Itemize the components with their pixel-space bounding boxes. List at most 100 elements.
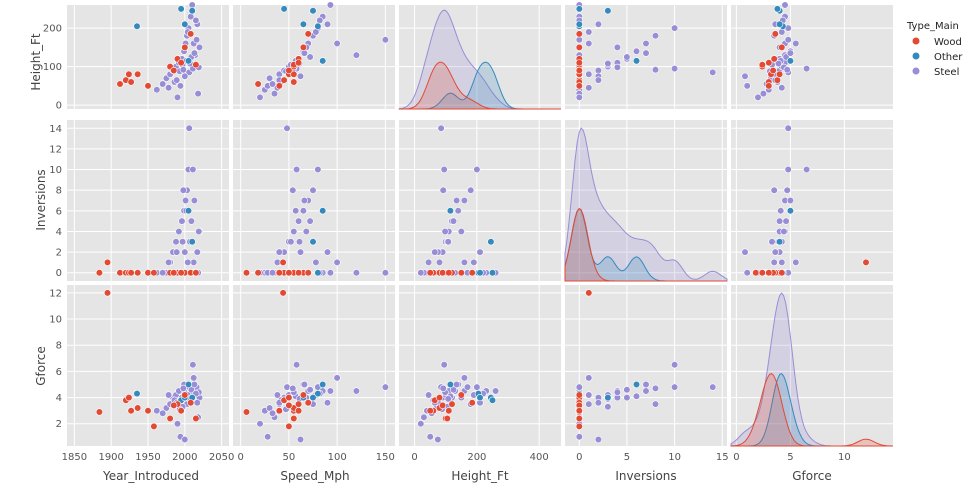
x-tick-label: 1900 <box>98 452 123 463</box>
scatter-point-steel <box>270 89 279 98</box>
scatter-point-wood <box>575 59 583 67</box>
scatter-point-steel <box>182 196 190 205</box>
scatter-point-steel <box>299 207 308 215</box>
scatter-point-steel <box>492 387 500 395</box>
scatter-point-steel <box>440 361 448 369</box>
scatter-point-other <box>177 5 185 13</box>
y-tick-label: 8 <box>56 341 62 352</box>
scatter-point-other <box>446 207 455 215</box>
scatter-point-steel <box>473 165 481 174</box>
scatter-point-steel <box>778 258 786 267</box>
scatter-point-wood <box>275 269 283 277</box>
scatter-point-wood <box>170 269 178 277</box>
scatter-point-steel <box>300 380 309 389</box>
scatter-point-other <box>188 7 196 15</box>
scatter-point-other <box>309 7 317 15</box>
scatter-point-steel <box>179 238 187 246</box>
scatter-point-steel <box>778 28 786 36</box>
scatter-point-steel <box>460 258 469 267</box>
scatter-point-steel <box>283 383 291 391</box>
scatter-point-steel <box>623 386 631 394</box>
scatter-point-steel <box>709 68 717 76</box>
scatter-point-wood <box>445 269 453 277</box>
x-tick-label: 150 <box>376 452 395 463</box>
scatter-point-steel <box>651 384 660 393</box>
scatter-point-wood <box>295 400 303 408</box>
scatter-point-other <box>133 390 141 398</box>
y-tick-label: 2 <box>56 248 62 259</box>
scatter-point-steel <box>159 269 167 277</box>
scatter-point-steel <box>193 248 201 256</box>
scatter-point-wood <box>304 30 312 38</box>
scatter-point-steel <box>268 409 277 417</box>
scatter-point-steel <box>165 84 173 92</box>
y-axis-title: Height_Ft <box>29 33 43 91</box>
scatter-point-steel <box>193 36 201 44</box>
scatter-point-steel <box>289 384 297 393</box>
scatter-point-steel <box>784 36 792 44</box>
scatter-point-steel <box>777 207 785 215</box>
scatter-point-wood <box>585 289 593 297</box>
scatter-point-wood <box>285 66 293 75</box>
scatter-point-steel <box>302 227 310 236</box>
scatter-point-wood <box>187 30 195 38</box>
scatter-point-wood <box>192 61 200 69</box>
scatter-point-steel <box>439 384 447 393</box>
scatter-point-steel <box>190 374 198 382</box>
x-tick-label: 10 <box>838 452 851 463</box>
y-axis-title: Gforce <box>34 346 48 386</box>
scatter-point-steel <box>770 186 778 194</box>
y-tick-label: 2 <box>56 419 62 430</box>
scatter-point-steel <box>425 258 433 267</box>
scatter-point-other <box>446 380 455 389</box>
scatter-point-steel <box>709 383 717 391</box>
y-tick-label: 0 <box>56 268 62 279</box>
scatter-point-steel <box>449 386 458 394</box>
scatter-point-steel <box>178 217 186 225</box>
scatter-point-steel <box>179 384 187 393</box>
scatter-point-other <box>314 22 322 30</box>
scatter-point-other <box>487 238 495 246</box>
scatter-point-other <box>632 57 641 65</box>
y-tick-label: 14 <box>49 124 62 135</box>
scatter-point-steel <box>771 248 779 256</box>
scatter-point-steel <box>189 361 197 369</box>
scatter-point-steel <box>449 217 458 225</box>
scatter-point-wood <box>170 401 178 410</box>
x-axis-title: Year_Introduced <box>102 469 199 483</box>
scatter-point-steel <box>802 64 811 73</box>
scatter-point-steel <box>741 72 749 80</box>
scatter-point-steel <box>420 413 428 421</box>
panel-Inversions-vs-Inversions <box>564 120 728 282</box>
scatter-point-steel <box>300 196 309 205</box>
scatter-point-other <box>188 238 196 246</box>
scatter-point-steel <box>441 227 449 236</box>
scatter-point-steel <box>604 59 612 68</box>
scatter-point-steel <box>256 420 264 428</box>
scatter-point-steel <box>754 93 762 101</box>
scatter-point-steel <box>195 227 203 236</box>
scatter-point-steel <box>309 186 317 194</box>
scatter-point-steel <box>293 165 301 174</box>
scatter-point-steel <box>440 165 448 174</box>
scatter-point-wood <box>758 269 766 277</box>
scatter-point-steel <box>306 386 314 394</box>
scatter-point-steel <box>802 165 811 174</box>
scatter-point-other <box>314 390 322 398</box>
scatter-point-steel <box>173 76 181 84</box>
x-tick-label: 2050 <box>209 452 234 463</box>
scatter-point-wood <box>290 78 298 86</box>
scatter-point-wood <box>575 414 583 423</box>
scatter-point-other <box>184 207 193 215</box>
scatter-point-steel <box>179 66 187 74</box>
scatter-point-wood <box>575 391 583 399</box>
scatter-point-wood <box>95 408 103 416</box>
legend-title: Type_Main <box>906 21 959 32</box>
panel-Gforce-vs-Year_Introduced: 2 4 6 8 10 12 1850 1900 1950 2000 2050 <box>49 285 234 463</box>
panel-Gforce-vs-Height_Ft: 0 200 400 <box>399 285 561 463</box>
scatter-point-other <box>476 394 484 402</box>
scatter-point-wood <box>752 269 760 277</box>
scatter-point-steel <box>417 420 425 428</box>
scatter-point-steel <box>187 217 195 225</box>
legend-marker-wood <box>912 37 920 45</box>
